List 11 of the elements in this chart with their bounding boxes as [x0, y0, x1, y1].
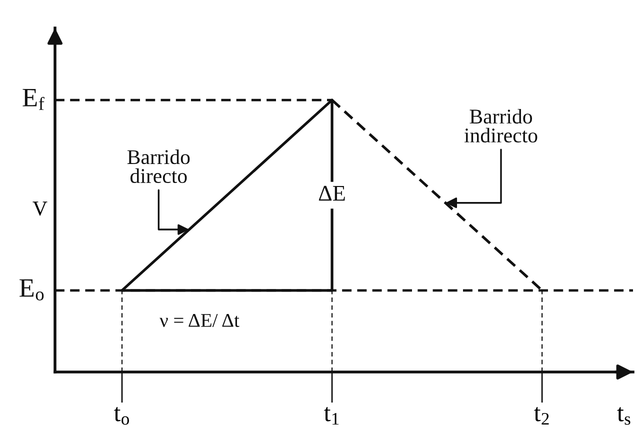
x-tick-label: t$_{o}$ — [114, 407, 129, 425]
x-tick-label: t$_{1}$ — [324, 407, 339, 425]
annotation: ν = ΔE/ Δt — [160, 314, 240, 327]
series-label: Barrido directo — [127, 150, 190, 184]
text: Barrido indirecto — [464, 108, 538, 143]
ref-line-label: ΔE — [318, 186, 345, 201]
ref-line-label: E$_{o}$ — [20, 279, 44, 300]
x-tick-label: t$_{2}$ — [534, 407, 549, 425]
ref-line-label: E$_{f}$ — [22, 88, 44, 110]
y-axis-title: V — [32, 202, 48, 216]
x-axis-title: t$_{s}$ — [617, 407, 630, 425]
